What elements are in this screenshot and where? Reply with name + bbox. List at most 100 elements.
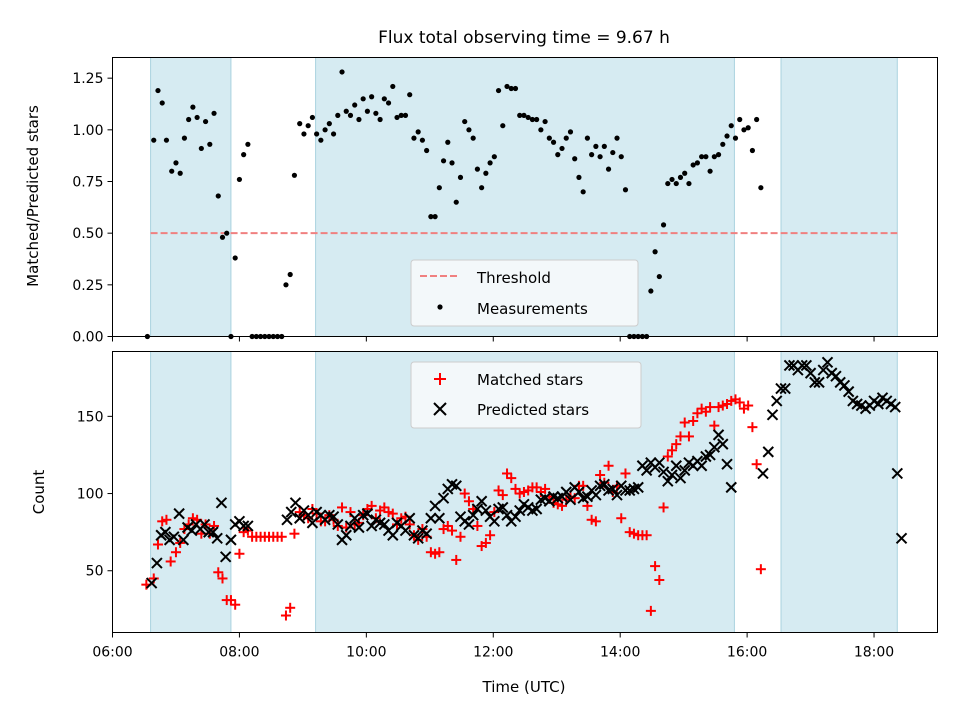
measurement-point-33 — [287, 271, 293, 278]
predicted-star-point-56 — [420, 527, 433, 540]
measurement-point-11 — [194, 114, 200, 121]
measurement-point-43 — [330, 131, 337, 137]
predicted-star-point-100 — [607, 483, 619, 495]
measurement-point-60 — [402, 112, 409, 118]
matched-star-point-73 — [455, 531, 466, 542]
matched-star-point-44 — [332, 520, 343, 531]
measurement-point-55 — [381, 96, 387, 102]
matched-star-point-5 — [165, 556, 176, 567]
measurement-point-21 — [236, 176, 243, 183]
matched-star-point-112 — [620, 468, 631, 479]
predicted-star-point-42 — [361, 507, 374, 520]
predicted-star-point-126 — [717, 438, 729, 450]
predicted-star-point-148 — [838, 379, 851, 392]
predicted-star-point-57 — [425, 512, 437, 524]
measurement-point-83 — [500, 123, 506, 129]
predicted-star-point-75 — [501, 509, 513, 521]
matched-star-point-105 — [590, 516, 601, 527]
measurement-point-68 — [436, 185, 442, 191]
predicted-star-point-39 — [349, 512, 361, 524]
measurement-point-122 — [665, 180, 671, 187]
predicted-star-point-103 — [619, 484, 632, 497]
predicted-star-point-89 — [560, 486, 572, 498]
measurement-point-144 — [758, 185, 764, 191]
matched-star-point-126 — [679, 417, 690, 428]
matched-star-point-143 — [751, 459, 762, 470]
top-ytick-label-2: 0.50 — [72, 226, 103, 242]
predicted-star-point-74 — [497, 501, 509, 514]
measurement-point-105 — [593, 143, 599, 149]
top-ytick-label-3: 0.75 — [72, 175, 103, 191]
predicted-star-point-146 — [830, 370, 842, 382]
top-ytick-label-4: 1.00 — [72, 123, 103, 139]
predicted-star-point-141 — [809, 376, 821, 389]
predicted-star-point-121 — [695, 460, 708, 472]
matched-star-point-20 — [230, 599, 241, 610]
predicted-star-point-113 — [662, 475, 674, 487]
bottom-legend-box — [410, 361, 642, 429]
measurement-point-138 — [732, 135, 739, 141]
measurement-point-140 — [741, 127, 747, 133]
xtick-label-2: 10:00 — [346, 645, 386, 661]
predicted-star-point-37 — [340, 529, 352, 541]
matched-star-point-83 — [497, 490, 508, 501]
measurement-point-7 — [177, 170, 183, 176]
matched-star-point-119 — [650, 561, 661, 572]
flux-ratio-panel: Flux total observing time = 9.67 h Match… — [24, 28, 938, 346]
bottom-y-axis-label: Count — [30, 470, 48, 515]
measurement-point-61 — [407, 92, 413, 98]
matched-star-point-142 — [747, 422, 758, 433]
predicted-legend-swatch — [433, 402, 447, 416]
measurement-point-112 — [622, 187, 629, 193]
predicted-star-point-140 — [804, 367, 817, 379]
measurement-point-136 — [724, 133, 730, 139]
predicted-star-point-48 — [387, 529, 399, 541]
predicted-star-point-0 — [145, 577, 158, 589]
matched-star-point-132 — [705, 402, 716, 413]
measurement-point-4 — [163, 137, 170, 143]
measurement-point-62 — [411, 135, 417, 141]
xtick-label-6: 18:00 — [854, 645, 894, 661]
measurement-point-65 — [424, 147, 430, 154]
predicted-star-point-162 — [895, 532, 908, 545]
count-points — [141, 356, 908, 621]
measurement-point-129 — [694, 160, 701, 166]
predicted-star-point-156 — [872, 398, 884, 410]
measurement-point-23 — [245, 141, 251, 147]
top-ytick-label-1: 0.25 — [72, 278, 103, 294]
predicted-legend-label: Predicted stars — [477, 401, 589, 419]
measurement-point-92 — [538, 127, 544, 133]
matched-star-point-33 — [285, 602, 296, 613]
bottom-axes-frame — [112, 351, 938, 633]
predicted-star-point-35 — [332, 518, 344, 531]
measurement-point-108 — [605, 166, 612, 172]
top-legend: Threshold Measurements — [410, 259, 639, 327]
predicted-star-point-144 — [821, 356, 834, 369]
matched-star-point-15 — [209, 520, 220, 531]
predicted-star-point-26 — [294, 512, 306, 524]
measurement-point-107 — [601, 143, 607, 149]
measurement-point-37 — [305, 123, 311, 129]
measurement-point-87 — [517, 112, 523, 118]
bottom-interval-0 — [150, 351, 232, 633]
measurement-point-39 — [314, 131, 320, 137]
measurement-point-86 — [512, 85, 519, 92]
predicted-star-point-139 — [800, 359, 813, 372]
predicted-star-point-6 — [173, 507, 185, 520]
top-x-ticks — [112, 336, 875, 342]
predicted-star-point-106 — [632, 481, 644, 494]
predicted-star-point-22 — [242, 520, 254, 532]
predicted-star-point-117 — [679, 464, 691, 477]
predicted-star-point-77 — [509, 510, 522, 523]
measurements-legend-label: Measurements — [477, 300, 588, 318]
measurement-point-54 — [377, 116, 383, 123]
predicted-star-point-127 — [721, 458, 733, 470]
predicted-star-point-96 — [590, 489, 602, 501]
measurement-point-35 — [297, 121, 303, 127]
bottom-ytick-label-1: 100 — [77, 487, 104, 503]
measurement-point-121 — [660, 222, 667, 228]
measurement-point-9 — [186, 116, 192, 123]
measurement-point-71 — [449, 160, 455, 166]
measurement-point-16 — [215, 193, 221, 199]
measurement-point-67 — [432, 214, 438, 220]
